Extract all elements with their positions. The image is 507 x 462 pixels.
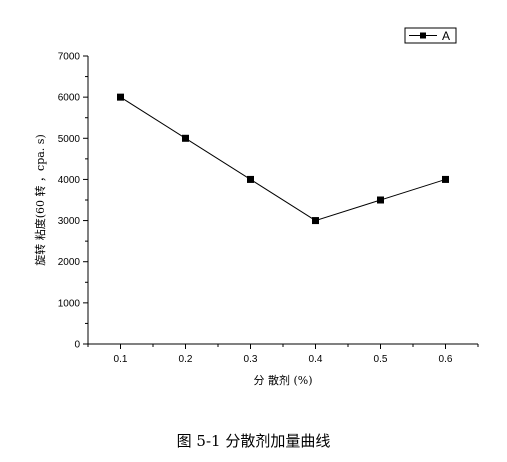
x-axis-title: 分 散剂 (%) (253, 373, 312, 387)
y-tick-label: 4000 (58, 175, 81, 186)
legend: A (404, 27, 457, 44)
data-point (442, 175, 449, 183)
x-axis-ticks: 0.1 0.2 0.3 0.4 0.5 0.6 (87, 344, 479, 365)
figure-caption: 图 5-1 分散剂加量曲线 (176, 432, 331, 450)
y-tick-label: 3000 (58, 216, 81, 227)
data-point (247, 175, 254, 183)
y-tick-label: 0 (74, 340, 80, 351)
y-tick-label: 1000 (58, 298, 81, 309)
series-a (117, 93, 449, 225)
x-tick-label: 0.4 (309, 354, 323, 365)
x-tick-label: 0.6 (439, 354, 453, 365)
data-point (377, 196, 384, 204)
x-tick-label: 0.2 (179, 354, 193, 365)
data-point (182, 134, 189, 142)
legend-label-a: A (442, 29, 450, 43)
x-tick-label: 0.3 (244, 354, 258, 365)
y-tick-label: 7000 (58, 52, 81, 63)
series-line (120, 96, 446, 222)
y-tick-label: 6000 (58, 93, 81, 104)
data-point (117, 93, 124, 101)
y-tick-label: 2000 (58, 257, 81, 268)
y-tick-label: 5000 (58, 134, 81, 145)
x-tick-label: 0.1 (114, 354, 128, 365)
legend-marker (420, 32, 426, 39)
x-tick-label: 0.5 (374, 354, 388, 365)
y-axis-ticks: 0 1000 2000 3000 4000 5000 6000 7000 (58, 52, 88, 351)
data-point (312, 217, 319, 225)
y-axis-title: 旋转 粘度(60 转 ，cpa. s) (33, 134, 47, 265)
